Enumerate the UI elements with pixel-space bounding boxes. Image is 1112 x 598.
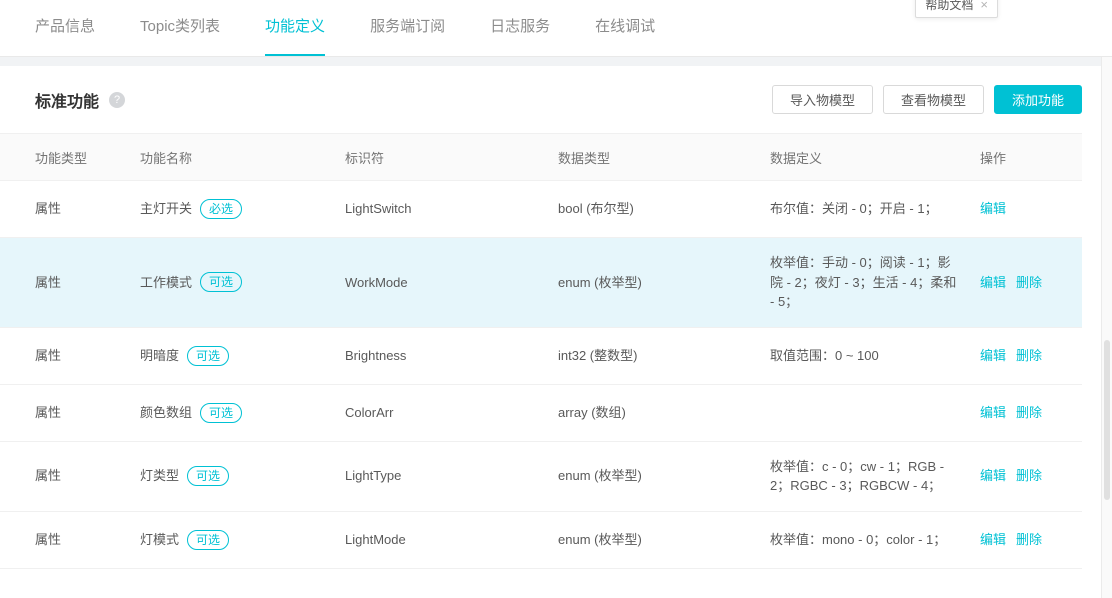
table-row[interactable]: 属性 灯类型 可选 LightType enum (枚举型) 枚举值：c - 0；cw -…: [0, 441, 1082, 512]
cell-identifier: WorkMode: [345, 274, 408, 290]
cell-data-type: enum (枚举型): [558, 468, 642, 484]
help-icon[interactable]: ?: [109, 91, 126, 108]
cell-data-type: bool (布尔型): [558, 201, 634, 217]
scrollbar-track[interactable]: [1101, 57, 1112, 598]
table-row[interactable]: 属性 主灯开关 必选 LightSwitch bool (布尔型) 布尔值：关闭 - 0；…: [0, 181, 1082, 238]
delete-link[interactable]: 删除: [1016, 347, 1043, 363]
badge-optional: 可选: [187, 466, 230, 486]
cell-function-name: 工作模式 可选: [140, 257, 345, 307]
page-divider: [0, 57, 1112, 66]
delete-link[interactable]: 删除: [1016, 404, 1043, 420]
cell-identifier: Brightness: [345, 347, 407, 363]
delete-link[interactable]: 删除: [1016, 274, 1043, 290]
column-header: 功能名称: [140, 151, 193, 166]
cell-actions: 编辑 删除: [980, 451, 1082, 501]
cell-function-type: 属性: [35, 201, 62, 217]
tab-log-service[interactable]: 日志服务: [490, 18, 551, 35]
section-title: 标准功能: [35, 93, 100, 111]
badge-optional: 可选: [200, 272, 243, 293]
badge-required: 必选: [200, 199, 243, 219]
cell-actions: 编辑 删除: [980, 388, 1082, 438]
function-name-label: 灯模式: [140, 531, 180, 547]
edit-link[interactable]: 编辑: [980, 347, 1007, 363]
tab-online-debug[interactable]: 在线调试: [595, 18, 656, 35]
cell-function-name: 灯类型 可选: [140, 451, 345, 501]
cell-data-type: enum (枚举型): [558, 274, 642, 290]
help-doc-label: 帮助文档: [925, 0, 974, 12]
view-model-button[interactable]: 查看物模型: [882, 85, 984, 114]
edit-link[interactable]: 编辑: [980, 404, 1007, 420]
close-icon[interactable]: ×: [980, 0, 988, 12]
cell-function-type: 属性: [35, 404, 62, 420]
tab-function-definition[interactable]: 功能定义: [265, 0, 326, 56]
column-header: 操作: [980, 151, 1007, 166]
section-header: 标准功能 ? 导入物模型 查看物模型 添加功能: [0, 66, 1112, 133]
cell-identifier: ColorArr: [345, 404, 394, 420]
table-row[interactable]: 属性 灯模式 可选 LightMode enum (枚举型) 枚举值：mono - 0；c…: [0, 511, 1082, 569]
delete-link[interactable]: 删除: [1016, 531, 1043, 547]
cell-actions: 编辑: [980, 184, 1082, 234]
tab-product-info[interactable]: 产品信息: [35, 18, 96, 35]
function-name-label: 颜色数组: [140, 404, 193, 420]
cell-actions: 编辑 删除: [980, 258, 1082, 308]
cell-identifier: LightMode: [345, 531, 406, 547]
edit-link[interactable]: 编辑: [980, 201, 1007, 217]
scrollbar-thumb[interactable]: [1104, 340, 1110, 500]
tab-topic-list[interactable]: Topic类列表: [140, 18, 221, 35]
functions-table: 功能类型 功能名称 标识符 数据类型 数据定义 操作 属性 主灯开关 必选 LightSwitc…: [0, 133, 1082, 569]
toolbar: 导入物模型 查看物模型 添加功能: [771, 85, 1082, 114]
cell-function-name: 灯模式 可选: [140, 515, 345, 565]
cell-data-definition: 取值范围：0 ~ 100: [770, 347, 879, 363]
table-body: 属性 主灯开关 必选 LightSwitch bool (布尔型) 布尔值：关闭 - 0；…: [0, 181, 1082, 569]
table-row[interactable]: 属性 工作模式 可选 WorkMode enum (枚举型) 枚举值：手动 - 0；阅读 …: [0, 238, 1082, 328]
badge-optional: 可选: [187, 345, 230, 366]
cell-function-type: 属性: [35, 347, 62, 363]
help-doc-popup[interactable]: 帮助文档 ×: [915, 0, 998, 18]
function-name-label: 灯类型: [140, 468, 180, 484]
cell-identifier: LightSwitch: [345, 201, 412, 217]
function-name-label: 工作模式: [140, 274, 193, 290]
tab-bar: 产品信息 Topic类列表 功能定义 服务端订阅 日志服务 在线调试 帮助文档 ×: [0, 0, 1112, 57]
function-definition-panel: 标准功能 ? 导入物模型 查看物模型 添加功能 功能类型 功能名称 标识符 数据类型 数…: [0, 66, 1112, 569]
cell-actions: 编辑 删除: [980, 331, 1082, 381]
table-header-row: 功能类型 功能名称 标识符 数据类型 数据定义 操作: [0, 133, 1082, 181]
column-header: 标识符: [345, 151, 385, 166]
function-name-label: 主灯开关: [140, 201, 193, 217]
add-function-button[interactable]: 添加功能: [993, 85, 1082, 114]
cell-data-definition: 布尔值：关闭 - 0；开启 - 1；: [770, 201, 938, 217]
badge-optional: 可选: [200, 402, 243, 423]
delete-link[interactable]: 删除: [1016, 468, 1043, 484]
function-name-label: 明暗度: [140, 347, 180, 363]
tab-server-subscription[interactable]: 服务端订阅: [370, 18, 446, 35]
import-model-button[interactable]: 导入物模型: [771, 85, 873, 114]
column-header: 数据类型: [558, 151, 611, 166]
column-header: 数据定义: [770, 151, 823, 166]
cell-function-name: 主灯开关 必选: [140, 184, 345, 234]
cell-data-type: int32 (整数型): [558, 347, 638, 363]
badge-optional: 可选: [187, 529, 230, 550]
cell-data-definition: 枚举值：mono - 0；color - 1；: [770, 531, 947, 547]
cell-function-type: 属性: [35, 468, 62, 484]
cell-identifier: LightType: [345, 468, 402, 484]
cell-function-type: 属性: [35, 274, 62, 290]
cell-data-type: array (数组): [558, 404, 626, 420]
cell-data-definition: [770, 398, 980, 428]
table-row[interactable]: 属性 明暗度 可选 Brightness int32 (整数型) 取值范围：0 ~ 100…: [0, 327, 1082, 385]
cell-function-name: 颜色数组 可选: [140, 388, 345, 438]
edit-link[interactable]: 编辑: [980, 531, 1007, 547]
cell-data-definition: 枚举值：c - 0；cw - 1；RGB - 2；RGBC - 3；RGBCW …: [770, 458, 945, 494]
column-header: 功能类型: [35, 151, 88, 166]
cell-function-type: 属性: [35, 531, 62, 547]
cell-data-definition: 枚举值：手动 - 0；阅读 - 1；影院 - 2；夜灯 - 3；生活 - 4；柔…: [770, 255, 957, 309]
table-row[interactable]: 属性 颜色数组 可选 ColorArr array (数组) 编辑 删除: [0, 384, 1082, 442]
edit-link[interactable]: 编辑: [980, 274, 1007, 290]
cell-actions: 编辑 删除: [980, 515, 1082, 565]
cell-data-type: enum (枚举型): [558, 531, 642, 547]
edit-link[interactable]: 编辑: [980, 468, 1007, 484]
cell-function-name: 明暗度 可选: [140, 331, 345, 381]
